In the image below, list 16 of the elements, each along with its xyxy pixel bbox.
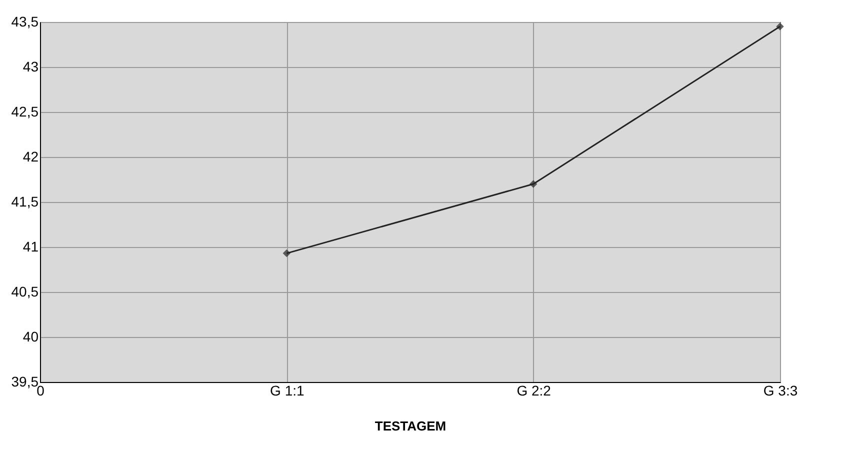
point (776, 22, 784, 30)
x-tick-label: G 1:1 (270, 382, 304, 398)
y-tick-label: 42 (22, 148, 39, 164)
y-tick-label: 42,5 (11, 104, 39, 120)
y-tick-label: 43,5 (11, 14, 39, 30)
y-tick-label: 43 (22, 58, 39, 74)
point (282, 249, 291, 258)
x-tick-label: 0 (36, 382, 45, 398)
x-tick-label: G 2:2 (516, 382, 552, 398)
y-tick-label: 41,5 (11, 194, 39, 210)
point (529, 180, 538, 188)
y-tick-label: 40,5 (11, 284, 39, 300)
x-axis-title: TESTAGEM (374, 418, 446, 434)
x-tick-label: G 3:3 (763, 382, 798, 398)
y-tick-label: 41 (22, 238, 39, 254)
y-tick-label: 40 (22, 328, 39, 344)
